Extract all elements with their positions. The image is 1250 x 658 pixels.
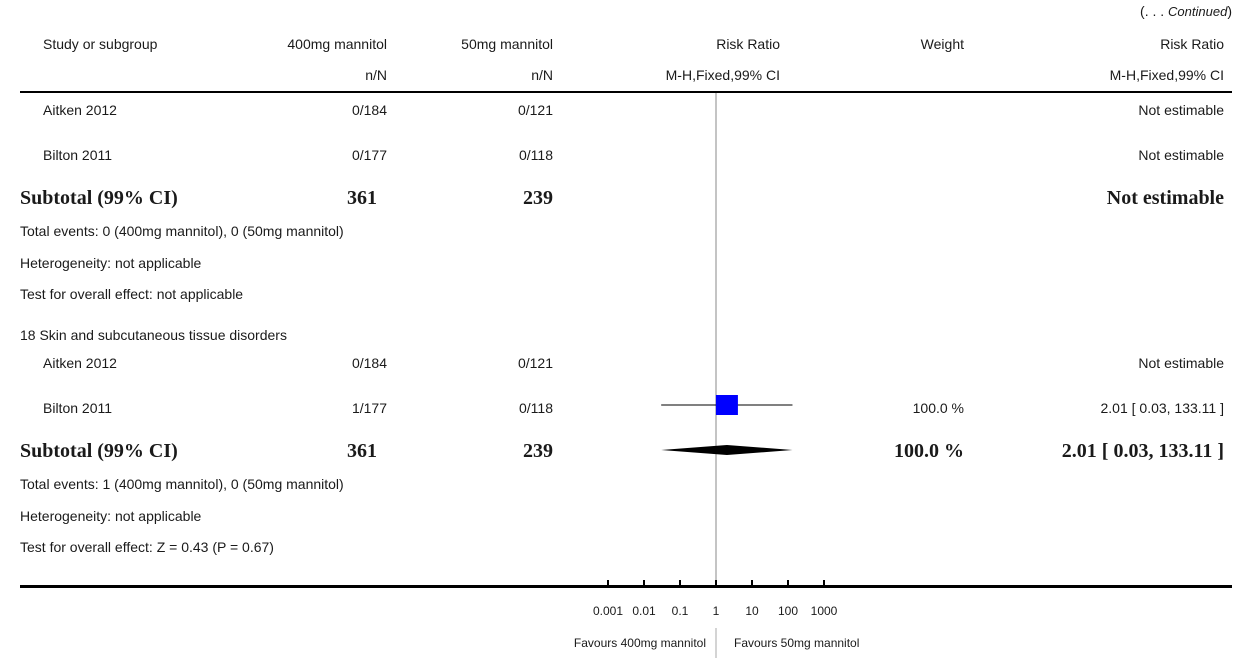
axis-tick-label: 1000 <box>810 604 838 618</box>
study-events-50mg: 0/121 <box>517 355 553 371</box>
section-title: 18 Skin and subcutaneous tissue disorder… <box>20 327 287 343</box>
axis-tick-label: 0.1 <box>671 604 689 618</box>
header-risk-ratio: Risk Ratio <box>716 36 780 52</box>
study-risk-ratio: 2.01 [ 0.03, 133.11 ] <box>1100 400 1224 416</box>
study-events-400mg: 1/177 <box>351 400 387 416</box>
study-events-400mg: 0/177 <box>351 147 387 163</box>
header-weight: Weight <box>920 36 964 52</box>
header-rule <box>20 91 1232 93</box>
header-n1: n/N <box>365 67 387 83</box>
study-name: Bilton 2011 <box>43 147 113 163</box>
study-name: Bilton 2011 <box>43 400 113 416</box>
study-risk-ratio: Not estimable <box>1138 147 1224 163</box>
study-risk-ratio: Not estimable <box>1138 355 1224 371</box>
overall-effect-note: Test for overall effect: not applicable <box>20 286 244 302</box>
study-events-50mg: 0/121 <box>517 102 553 118</box>
header-n2: n/N <box>531 67 553 83</box>
continued-label: (. . . Continued) <box>1140 3 1232 19</box>
header-risk-ratio-2: Risk Ratio <box>1160 36 1224 52</box>
subtotal-total-50mg: 239 <box>523 440 553 462</box>
header-method-2: M-H,Fixed,99% CI <box>1109 67 1224 83</box>
study-events-50mg: 0/118 <box>519 147 553 163</box>
subtotal-total-400mg: 361 <box>347 187 377 209</box>
bottom-rule <box>20 585 1232 588</box>
study-risk-ratio: Not estimable <box>1138 102 1224 118</box>
axis-tick-label: 10 <box>745 604 759 618</box>
favours-left-label: Favours 400mg mannitol <box>573 636 706 650</box>
total-events-note: Total events: 0 (400mg mannitol), 0 (50m… <box>20 223 344 239</box>
study-events-400mg: 0/184 <box>351 355 387 371</box>
subtotal-weight: 100.0 % <box>894 440 964 462</box>
header-group2: 50mg mannitol <box>461 36 553 52</box>
subtotal-total-400mg: 361 <box>347 440 377 462</box>
study-name: Aitken 2012 <box>43 355 117 371</box>
overall-effect-note: Test for overall effect: Z = 0.43 (P = 0… <box>20 539 274 555</box>
subtotal-risk-ratio: Not estimable <box>1106 187 1224 209</box>
axis-tick-label: 100 <box>777 604 799 618</box>
heterogeneity-note: Heterogeneity: not applicable <box>20 508 202 524</box>
total-events-note: Total events: 1 (400mg mannitol), 0 (50m… <box>20 476 344 492</box>
subtotal-risk-ratio: 2.01 [ 0.03, 133.11 ] <box>1061 440 1224 462</box>
subtotal-label: Subtotal (99% CI) <box>20 187 178 209</box>
header-study: Study or subgroup <box>43 36 158 52</box>
study-effect-square <box>715 395 738 415</box>
study-events-50mg: 0/118 <box>519 400 553 416</box>
header-method: M-H,Fixed,99% CI <box>665 67 780 83</box>
subtotal-total-50mg: 239 <box>523 187 553 209</box>
subtotal-label: Subtotal (99% CI) <box>20 440 178 462</box>
study-weight: 100.0 % <box>912 400 964 416</box>
favours-right-label: Favours 50mg mannitol <box>734 636 860 650</box>
axis-tick-label: 0.01 <box>632 604 656 618</box>
header-group1: 400mg mannitol <box>287 36 387 52</box>
study-events-400mg: 0/184 <box>351 102 387 118</box>
axis-tick-label: 1 <box>712 604 720 618</box>
heterogeneity-note: Heterogeneity: not applicable <box>20 255 202 271</box>
axis-tick-label: 0.001 <box>592 604 624 618</box>
study-name: Aitken 2012 <box>43 102 117 118</box>
summary-diamond <box>661 445 793 455</box>
